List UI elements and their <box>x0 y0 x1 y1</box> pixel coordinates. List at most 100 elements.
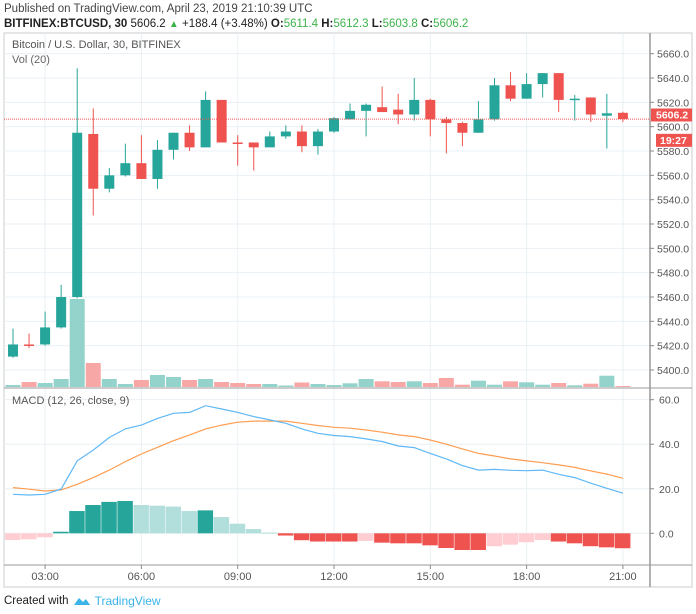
macd-histogram-bar <box>101 501 117 534</box>
countdown-label: 19:27 <box>660 135 687 147</box>
volume-bar <box>487 384 502 387</box>
candle-body <box>280 131 291 137</box>
candle <box>409 78 420 121</box>
volume-bar <box>149 375 165 387</box>
open-value: 5611.4 <box>283 18 319 30</box>
main-pane-title: Bitcoin / U.S. Dollar, 30, BITFINEX <box>12 39 181 51</box>
volume-bar <box>519 382 535 387</box>
candle-body <box>457 123 468 133</box>
price-axis-label: 5620.0 <box>657 97 689 109</box>
macd-histogram-bar <box>197 510 214 534</box>
macd-histogram-bar <box>229 523 246 534</box>
candle <box>120 143 131 177</box>
volume-bar <box>535 384 551 387</box>
time-axis-label: 12:00 <box>320 571 348 583</box>
macd-histogram-bar <box>502 533 519 545</box>
low-value: 5603.8 <box>382 18 418 30</box>
price-axis-label: 5600.0 <box>657 122 689 134</box>
candle <box>168 132 179 160</box>
volume-bar <box>551 383 567 387</box>
volume-bar <box>342 383 358 387</box>
candle-body <box>521 84 532 99</box>
candle <box>40 311 51 346</box>
volume-bar <box>214 382 230 387</box>
candle-body <box>361 104 372 111</box>
volume-bar <box>583 383 599 387</box>
volume-bar <box>438 378 454 387</box>
macd-histogram-bar <box>518 533 535 543</box>
volume-bar <box>503 381 519 387</box>
macd-histogram-bar <box>358 533 374 541</box>
price-axis-label: 5580.0 <box>657 146 689 158</box>
volume-bar <box>117 384 133 387</box>
candle <box>521 73 532 99</box>
macd-pane-title: MACD (12, 26, close, 9) <box>12 395 129 407</box>
macd-histogram-bar <box>117 501 133 534</box>
price-axis-label: 5500.0 <box>657 243 689 255</box>
macd-histogram-bar <box>309 533 326 542</box>
volume-bar <box>53 379 69 387</box>
macd-histogram-bar <box>261 532 278 534</box>
volume-bar <box>21 382 37 387</box>
candle <box>232 135 243 166</box>
volume-bar <box>278 385 294 387</box>
macd-histogram-bar <box>85 505 101 534</box>
volume-bar <box>166 377 181 387</box>
time-axis-label: 15:00 <box>417 571 445 583</box>
candle <box>617 111 628 123</box>
volume-bar <box>262 384 278 387</box>
macd-histogram-bar <box>21 533 37 540</box>
candle <box>345 103 356 120</box>
countdown-badge <box>656 133 692 147</box>
tradingview-brand[interactable]: TradingView <box>94 594 161 608</box>
candle-body <box>601 113 612 116</box>
up-triangle-icon: ▲ <box>168 19 179 30</box>
volume-bar <box>101 379 117 387</box>
candle-body <box>409 99 420 115</box>
volume-bar <box>358 379 374 387</box>
macd-histogram-bar <box>181 511 198 534</box>
candle-body <box>88 133 99 189</box>
time-axis-label: 06:00 <box>128 571 156 583</box>
macd-histogram-bar <box>69 511 85 534</box>
price-axis-label: 5560.0 <box>657 170 689 182</box>
candle <box>441 116 452 154</box>
candle-body <box>72 132 83 298</box>
current-price-label: 5606.2 <box>656 110 688 122</box>
volume-bar <box>326 385 342 387</box>
last-price: 5606.2 <box>130 18 166 30</box>
macd-histogram-bar <box>582 533 599 547</box>
macd-histogram-bar <box>614 533 631 549</box>
candle-body <box>200 99 211 148</box>
macd-axis-label: 0.0 <box>659 528 674 540</box>
macd-axis-label: 20.0 <box>659 484 680 496</box>
volume-bar <box>230 383 246 387</box>
volume-bar <box>5 385 21 387</box>
volume-bar <box>454 384 470 387</box>
volume-bar <box>615 386 631 387</box>
candle-body <box>40 327 51 345</box>
candle <box>88 108 99 216</box>
price-axis-label: 5440.0 <box>657 316 689 328</box>
candle-body <box>184 132 195 148</box>
published-info: Published on TradingView.com, April 23, … <box>4 3 313 15</box>
candle <box>24 333 35 349</box>
candle <box>457 121 468 147</box>
candle-body <box>264 136 275 148</box>
price-axis-label: 5640.0 <box>657 73 689 85</box>
price-axis-label: 5480.0 <box>657 268 689 280</box>
volume-bar <box>406 381 422 387</box>
volume-bar <box>85 363 101 387</box>
price-change: +188.4 (+3.48%) <box>182 18 268 30</box>
time-axis-label: 18:00 <box>513 571 541 583</box>
macd-histogram-bar <box>422 533 438 546</box>
volume-bar <box>567 385 583 387</box>
candle-body <box>120 163 131 176</box>
volume-bar <box>470 380 486 387</box>
candle-body <box>136 163 147 179</box>
macd-histogram-bar <box>245 529 262 534</box>
candle <box>152 140 163 189</box>
macd-histogram-bar <box>5 533 21 540</box>
macd-histogram-bar <box>213 517 230 534</box>
